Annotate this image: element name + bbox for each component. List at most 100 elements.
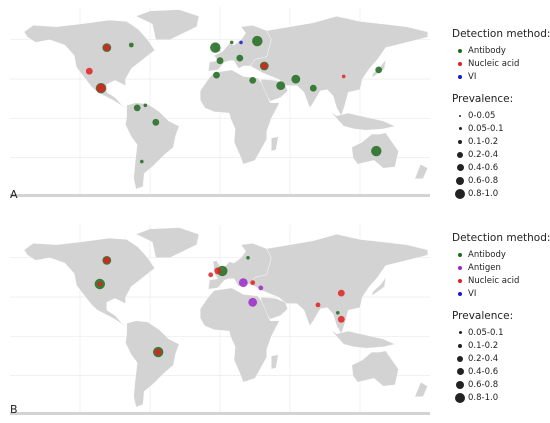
data-point-nucleic-acid xyxy=(337,315,345,323)
data-point-antibody xyxy=(143,103,148,108)
legend-b: Detection method: Antibody Antigen Nucle… xyxy=(452,232,550,404)
data-point-nucleic-acid xyxy=(85,67,93,75)
prevalence-dot-icon xyxy=(459,114,461,117)
panel-a: A Detection method: Antibody Nucleic aci… xyxy=(0,0,550,205)
data-point-antibody xyxy=(140,159,144,164)
land-antarctica xyxy=(10,412,430,415)
data-point-nucleic-acid xyxy=(103,257,111,264)
land-madagascar xyxy=(271,136,279,152)
data-point-antibody xyxy=(213,71,220,79)
panel-label-a: A xyxy=(10,188,18,201)
data-point-nucleic-acid xyxy=(208,272,214,278)
legend-method-vi-b: VI xyxy=(452,287,550,300)
data-point-nucleic-acid xyxy=(97,281,103,287)
data-point-antigen xyxy=(238,278,248,288)
prevalence-title-b: Prevalence: xyxy=(452,310,514,322)
legend-prev-row: 0.6-0.8 xyxy=(452,378,550,391)
legend-method-nucleic-acid-a: Nucleic acid xyxy=(452,57,550,70)
data-point-nucleic-acid xyxy=(315,302,321,308)
prevalence-title-a: Prevalence: xyxy=(452,93,514,105)
land-south-america xyxy=(125,102,180,190)
nucleic-acid-dot-icon xyxy=(458,278,462,283)
data-point-antibody xyxy=(236,54,244,62)
land-africa xyxy=(199,69,280,165)
prevalence-dot-icon xyxy=(458,139,462,144)
data-point-antibody xyxy=(276,81,286,90)
data-point-antigen xyxy=(258,285,264,291)
data-point-antibody xyxy=(216,57,224,65)
data-point-antibody xyxy=(309,84,317,92)
vi-dot-icon xyxy=(458,291,462,296)
legend-prev-row: 0.2-0.4 xyxy=(452,148,550,161)
data-point-antibody xyxy=(128,42,134,48)
data-point-antibody xyxy=(375,66,383,74)
data-point-nucleic-acid xyxy=(214,267,222,275)
legend-method-antibody-a: Antibody xyxy=(452,44,550,57)
data-point-antibody xyxy=(152,118,160,126)
antibody-dot-icon xyxy=(458,252,462,257)
prevalence-dot-icon xyxy=(456,176,464,185)
prevalence-dot-icon xyxy=(458,331,462,334)
data-point-antigen xyxy=(248,297,258,307)
antibody-dot-icon xyxy=(458,48,462,53)
data-point-nucleic-acid xyxy=(96,83,106,93)
map-svg-a xyxy=(10,7,430,197)
legend-prev-row: 0.1-0.2 xyxy=(452,135,550,148)
legend-method-antigen-b: Antigen xyxy=(452,261,550,274)
data-point-antibody xyxy=(246,256,250,260)
prevalence-dot-icon xyxy=(456,380,464,389)
prevalence-dot-icon xyxy=(455,392,465,403)
data-point-antibody xyxy=(210,42,221,53)
legend-prev-row: 0.1-0.2 xyxy=(452,339,550,352)
prevalence-dot-icon xyxy=(455,188,465,199)
land-north-america xyxy=(23,19,155,109)
legend-method-vi-a: VI xyxy=(452,70,550,83)
legend-prev-row: 0.4-0.6 xyxy=(452,161,550,174)
legend-prev-row: 0-0.05 xyxy=(452,109,550,122)
land-madagascar xyxy=(271,354,279,370)
land-indonesia xyxy=(330,329,396,349)
legend-method-nucleic-acid-b: Nucleic acid xyxy=(452,274,550,287)
legend-prev-row: 0.6-0.8 xyxy=(452,174,550,187)
land-japan xyxy=(371,277,386,297)
legend-a: Detection method: Antibody Nucleic acid … xyxy=(452,28,550,200)
legend-prev-row: 0.8-1.0 xyxy=(452,391,550,404)
prevalence-dot-icon xyxy=(456,368,464,375)
antigen-dot-icon xyxy=(458,265,462,270)
data-point-antibody xyxy=(252,35,263,47)
prevalence-dot-icon xyxy=(457,355,463,362)
panel-b: B Detection method: Antibody Antigen Nuc… xyxy=(0,218,550,423)
map-svg-b xyxy=(10,225,430,415)
legend-method-antibody-b: Antibody xyxy=(452,248,550,261)
data-point-nucleic-acid xyxy=(260,62,268,70)
data-point-nucleic-acid xyxy=(341,74,346,79)
legend-prev-row: 0.05-0.1 xyxy=(452,122,550,135)
land-africa xyxy=(199,287,280,383)
data-point-antibody xyxy=(291,74,301,84)
prevalence-dot-icon xyxy=(456,164,464,171)
data-point-nucleic-acid xyxy=(337,289,345,297)
data-point-vi xyxy=(239,40,243,45)
detection-method-title-a: Detection method: xyxy=(452,28,550,40)
prevalence-dot-icon xyxy=(458,127,462,130)
panel-label-b: B xyxy=(10,403,18,416)
land-asia xyxy=(250,15,428,117)
world-map-b xyxy=(0,220,440,420)
data-point-nucleic-acid xyxy=(154,348,162,356)
data-point-antibody xyxy=(229,40,234,45)
legend-prev-row: 0.05-0.1 xyxy=(452,326,550,339)
land-greenland xyxy=(135,227,200,258)
land-north-america xyxy=(23,237,155,327)
land-south-america xyxy=(125,320,180,408)
vi-dot-icon xyxy=(458,74,462,79)
nucleic-acid-dot-icon xyxy=(458,61,462,66)
legend-prev-row: 0.8-1.0 xyxy=(452,187,550,200)
world-map-a xyxy=(0,2,440,202)
land-greenland xyxy=(135,9,200,40)
land-new-zealand xyxy=(414,381,428,397)
land-antarctica xyxy=(10,194,430,197)
prevalence-dot-icon xyxy=(458,343,462,348)
data-point-antibody xyxy=(133,104,141,112)
land-indonesia xyxy=(330,111,396,131)
legend-prev-row: 0.4-0.6 xyxy=(452,365,550,378)
